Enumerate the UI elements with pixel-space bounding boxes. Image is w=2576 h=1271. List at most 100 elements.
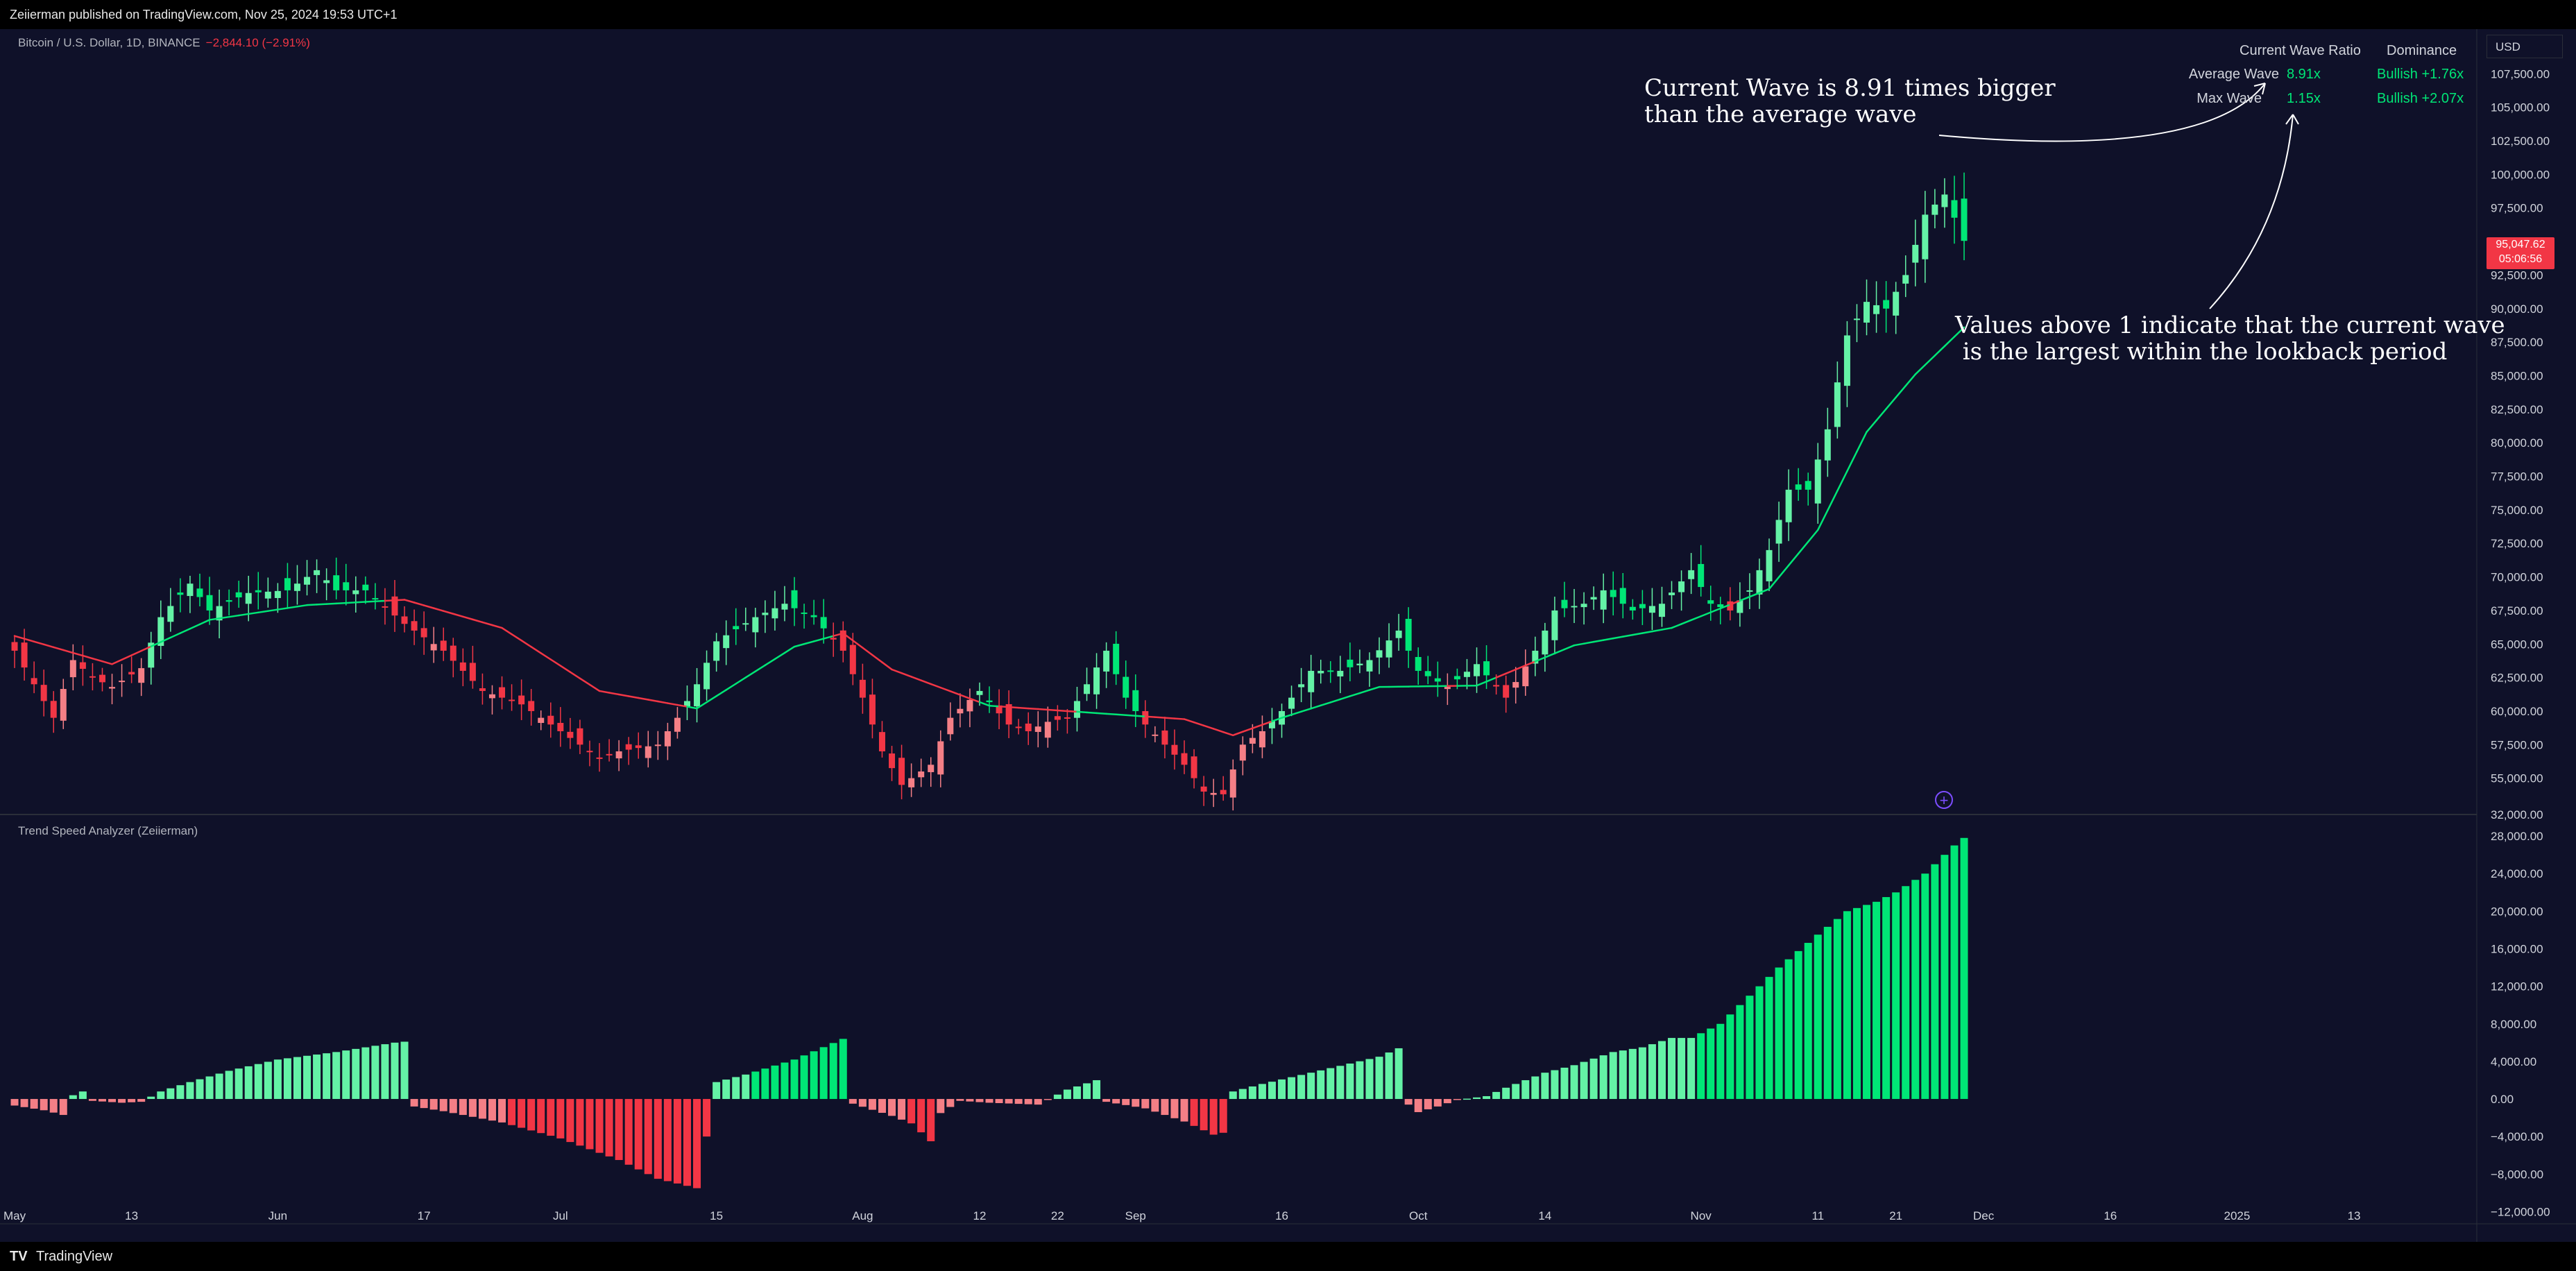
candle-body[interactable] — [810, 615, 817, 617]
candle-body[interactable] — [245, 592, 252, 604]
speed-bar[interactable] — [956, 1099, 964, 1101]
speed-bar[interactable] — [888, 1099, 896, 1116]
speed-bar[interactable] — [468, 1099, 477, 1117]
speed-bar[interactable] — [703, 1099, 711, 1137]
candle-body[interactable] — [645, 746, 651, 758]
candle-body[interactable] — [1181, 753, 1188, 765]
candle-body[interactable] — [1034, 726, 1041, 732]
candle-body[interactable] — [1356, 663, 1363, 665]
speed-bar[interactable] — [927, 1099, 935, 1141]
speed-bar[interactable] — [1238, 1089, 1247, 1100]
candle-body[interactable] — [1483, 661, 1490, 676]
candle-body[interactable] — [1395, 630, 1402, 638]
candle-body[interactable] — [1698, 563, 1705, 588]
speed-bar[interactable] — [205, 1076, 214, 1100]
speed-bar[interactable] — [215, 1073, 223, 1100]
candle-body[interactable] — [11, 642, 18, 651]
speed-bar[interactable] — [518, 1099, 526, 1128]
speed-bar[interactable] — [371, 1046, 379, 1100]
candle-body[interactable] — [703, 663, 710, 690]
speed-bar[interactable] — [1609, 1052, 1617, 1100]
candle-body[interactable] — [499, 687, 506, 698]
candle-body[interactable] — [1347, 659, 1354, 667]
speed-bar[interactable] — [1327, 1068, 1335, 1100]
speed-bar[interactable] — [293, 1057, 301, 1100]
candle-body[interactable] — [1259, 731, 1265, 748]
speed-bar[interactable] — [1336, 1066, 1345, 1100]
candle-body[interactable] — [1005, 703, 1012, 725]
candle-body[interactable] — [1103, 650, 1110, 672]
speed-bar[interactable] — [30, 1099, 38, 1109]
candle-body[interactable] — [791, 590, 798, 608]
speed-bar[interactable] — [1356, 1061, 1364, 1100]
candle-body[interactable] — [781, 604, 788, 610]
candle-body[interactable] — [839, 630, 846, 651]
speed-bar[interactable] — [1014, 1099, 1023, 1104]
candle-body[interactable] — [762, 613, 769, 615]
speed-bar[interactable] — [1678, 1038, 1686, 1100]
candle-body[interactable] — [654, 744, 661, 747]
candle-body[interactable] — [1405, 618, 1412, 651]
speed-bar[interactable] — [985, 1099, 993, 1103]
speed-bar[interactable] — [1843, 911, 1851, 1100]
candle-body[interactable] — [372, 598, 379, 600]
speed-bar[interactable] — [508, 1099, 516, 1125]
candle-body[interactable] — [1424, 671, 1431, 676]
speed-bar[interactable] — [1580, 1061, 1588, 1100]
speed-bar[interactable] — [186, 1082, 194, 1100]
candle-body[interactable] — [1648, 606, 1655, 613]
speed-bar[interactable] — [40, 1099, 48, 1111]
speed-bar[interactable] — [1697, 1033, 1705, 1100]
speed-bar[interactable] — [478, 1099, 486, 1119]
speed-bar[interactable] — [1668, 1038, 1676, 1100]
candle-body[interactable] — [635, 745, 642, 749]
speed-bar[interactable] — [1492, 1091, 1501, 1100]
speed-bar[interactable] — [1657, 1041, 1666, 1100]
candle-body[interactable] — [50, 701, 57, 718]
candle-body[interactable] — [1025, 723, 1032, 731]
candle-body[interactable] — [1912, 244, 1919, 263]
candle-body[interactable] — [69, 660, 76, 678]
speed-bar[interactable] — [1034, 1099, 1042, 1105]
chart-canvas[interactable]: 55,000.00 57,500.00 60,000.00 62,500.00 65,0… — [0, 29, 2576, 1242]
speed-bar[interactable] — [975, 1099, 984, 1102]
candle-body[interactable] — [187, 583, 194, 597]
candle-body[interactable] — [479, 688, 486, 691]
speed-bar[interactable] — [995, 1099, 1003, 1104]
speed-bar[interactable] — [410, 1099, 418, 1107]
speed-bar[interactable] — [1200, 1099, 1208, 1131]
candle-body[interactable] — [1298, 684, 1305, 688]
candle-body[interactable] — [1639, 604, 1646, 608]
speed-bar[interactable] — [742, 1074, 750, 1100]
speed-bar[interactable] — [1716, 1023, 1725, 1100]
candle-body[interactable] — [947, 717, 954, 735]
candle-body[interactable] — [1795, 484, 1802, 490]
candle-body[interactable] — [1191, 756, 1197, 778]
candle-body[interactable] — [1805, 481, 1811, 490]
speed-bar[interactable] — [1394, 1048, 1403, 1100]
candle-body[interactable] — [31, 678, 37, 685]
speed-bar[interactable] — [1180, 1099, 1188, 1122]
candle-body[interactable] — [742, 623, 749, 625]
candle-body[interactable] — [1619, 588, 1626, 604]
candle-body[interactable] — [352, 590, 359, 595]
candle-body[interactable] — [1737, 600, 1743, 613]
speed-bar[interactable] — [1424, 1099, 1432, 1109]
candle-body[interactable] — [1453, 676, 1460, 680]
speed-bar[interactable] — [1190, 1099, 1198, 1126]
speed-bar[interactable] — [1882, 897, 1891, 1100]
speed-bar[interactable] — [1307, 1073, 1315, 1100]
candle-body[interactable] — [1337, 670, 1344, 676]
speed-bar[interactable] — [391, 1042, 399, 1100]
speed-bar[interactable] — [1531, 1076, 1539, 1100]
speed-bar[interactable] — [429, 1099, 438, 1110]
speed-bar[interactable] — [303, 1055, 312, 1100]
candle-body[interactable] — [1941, 194, 1948, 207]
speed-bar[interactable] — [644, 1099, 652, 1175]
candle-body[interactable] — [1376, 650, 1383, 658]
speed-bar[interactable] — [1707, 1028, 1715, 1100]
speed-bar[interactable] — [459, 1099, 467, 1116]
speed-bar[interactable] — [1541, 1073, 1549, 1100]
candle-body[interactable] — [1756, 570, 1763, 595]
candle-body[interactable] — [1142, 711, 1149, 725]
